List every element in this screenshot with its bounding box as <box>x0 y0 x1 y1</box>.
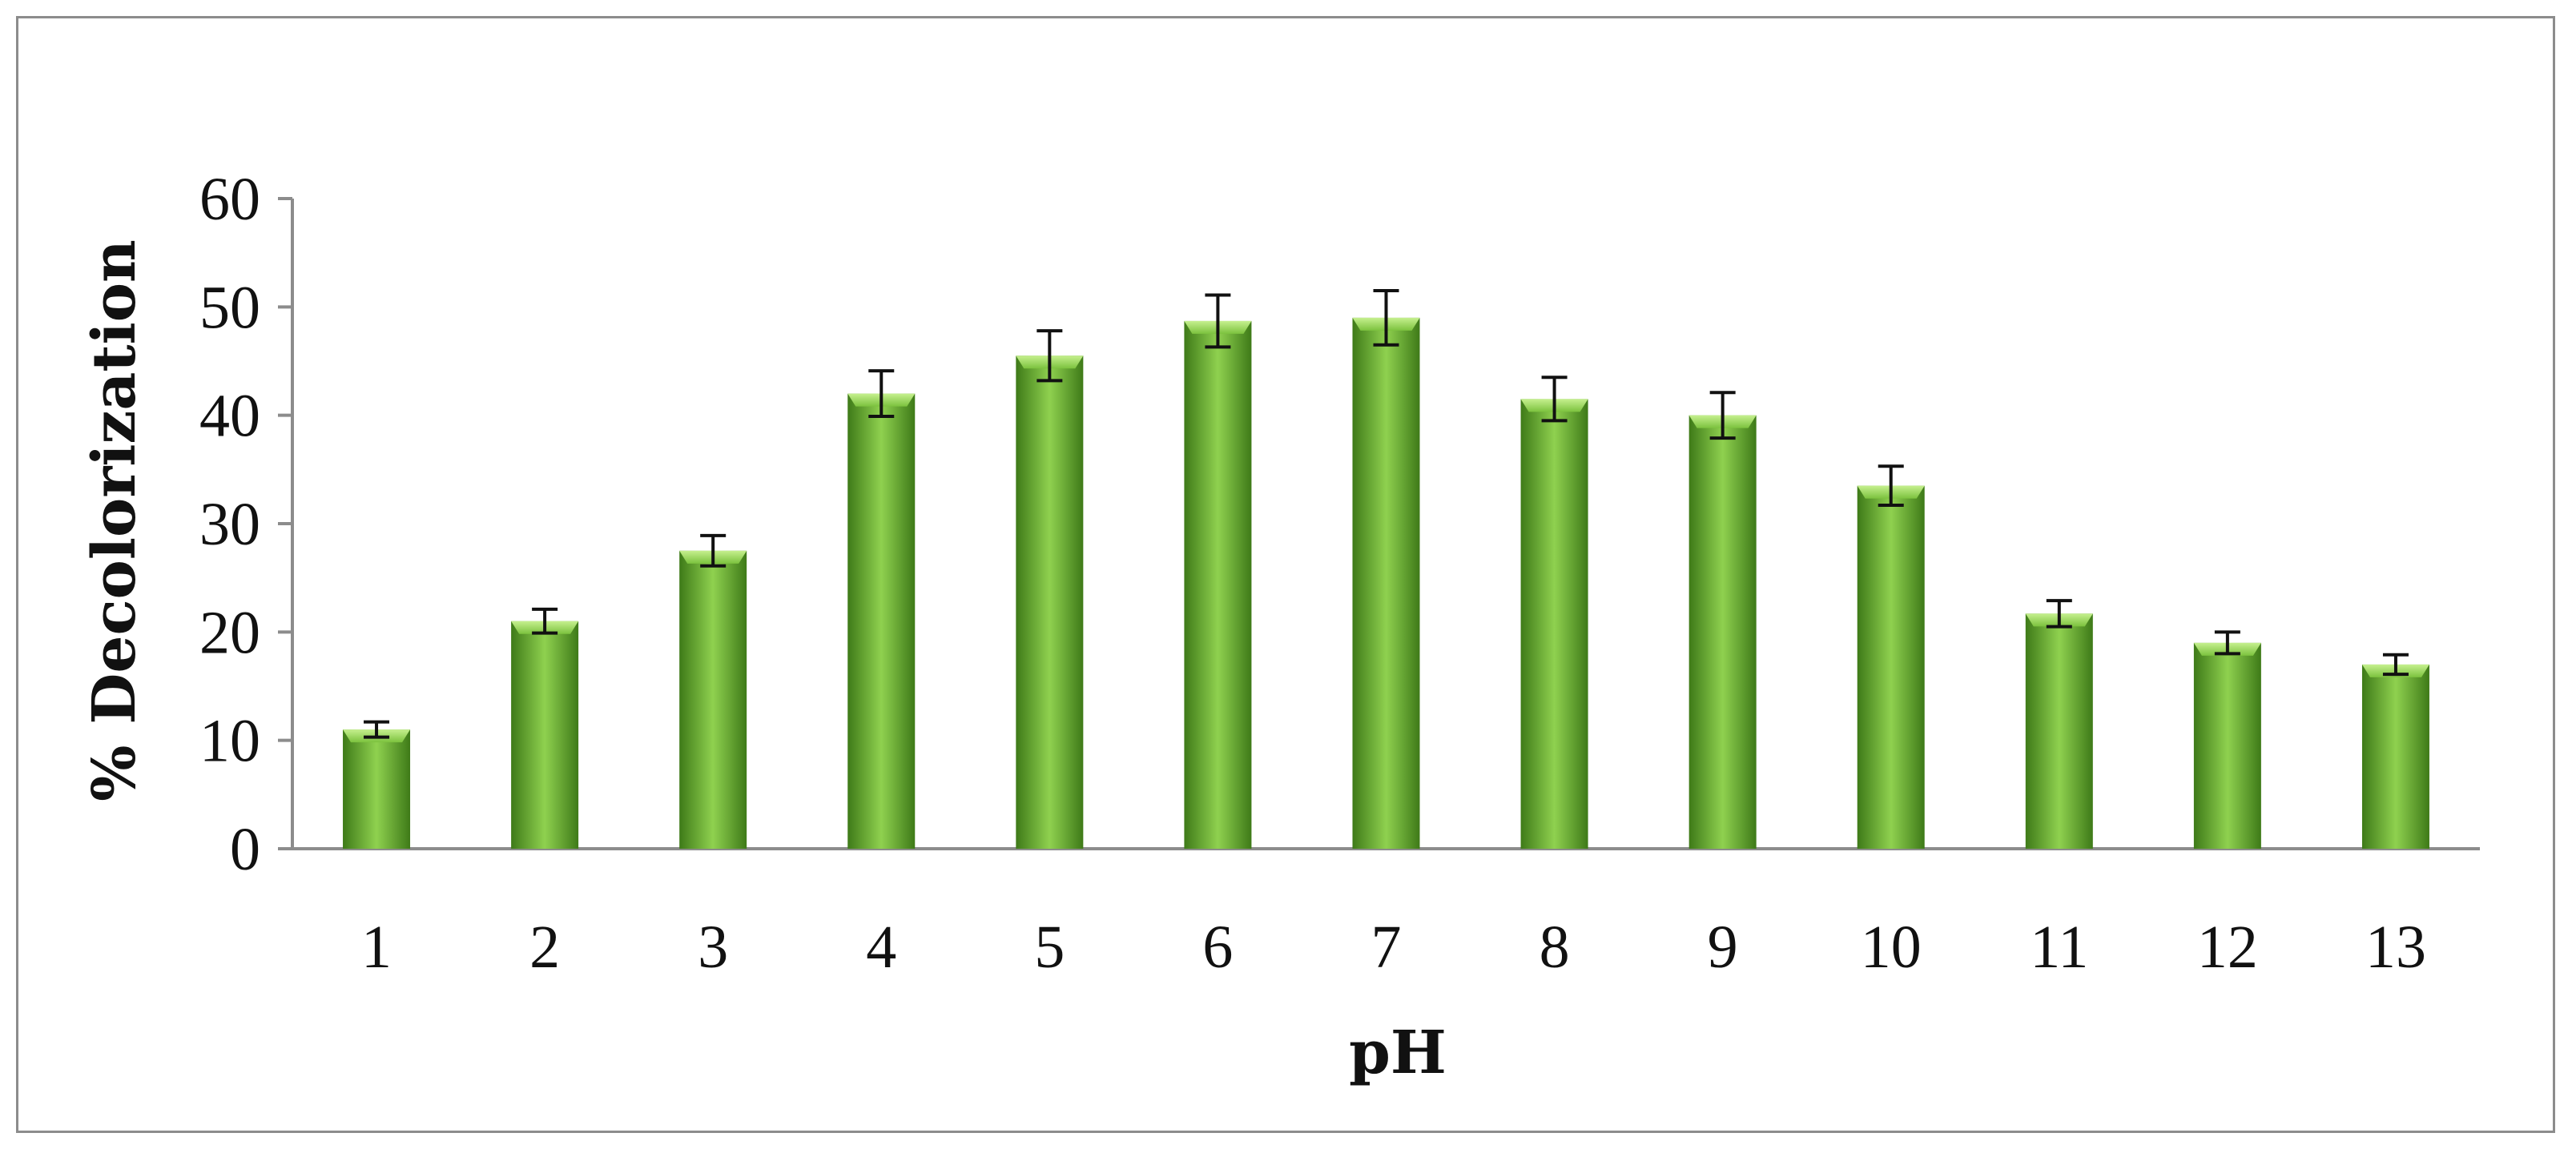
bar <box>511 621 579 849</box>
x-tick-label: 3 <box>698 914 728 981</box>
y-tick-label: 10 <box>199 708 260 775</box>
bar <box>1184 320 1252 850</box>
error-bar <box>2382 653 2409 677</box>
bar <box>2193 642 2261 849</box>
bar <box>1520 399 1588 849</box>
y-axis: 0 10 20 30 40 50 60 <box>199 166 294 883</box>
bars <box>343 317 2429 850</box>
bar <box>343 729 411 849</box>
y-tick-label: 0 <box>230 816 260 883</box>
y-tick-label: 30 <box>199 491 260 558</box>
error-bar <box>532 607 558 635</box>
y-tick-label: 40 <box>199 383 260 450</box>
x-tick-label: 7 <box>1371 914 1402 981</box>
bar <box>2025 613 2093 849</box>
bar <box>1857 485 1925 849</box>
y-tick-label: 60 <box>199 166 260 233</box>
error-bar <box>2214 630 2240 656</box>
bar <box>2361 664 2429 849</box>
error-bars <box>364 289 2409 739</box>
x-tick-label: 10 <box>1861 914 1922 981</box>
x-tick-label: 6 <box>1202 914 1233 981</box>
bar <box>679 550 747 849</box>
error-bar <box>1541 376 1568 423</box>
y-axis-title: % Decolorization <box>80 239 149 801</box>
error-bar <box>364 720 390 739</box>
x-tick-label: 2 <box>529 914 560 981</box>
error-bar <box>700 533 727 568</box>
x-tick-label: 9 <box>1708 914 1738 981</box>
bar <box>1352 317 1420 849</box>
y-tick-label: 20 <box>199 599 260 666</box>
error-bar <box>1709 391 1736 440</box>
chart-frame <box>16 16 2555 1133</box>
x-axis: 1 2 3 4 5 6 7 8 9 10 11 12 13 <box>292 847 2480 981</box>
error-bar <box>868 369 895 419</box>
x-axis-title: pH <box>1349 1018 1447 1087</box>
x-tick-label: 8 <box>1540 914 1570 981</box>
error-bar <box>1205 293 1231 349</box>
error-bar <box>1036 329 1063 383</box>
error-bar <box>1373 289 1399 347</box>
error-bar <box>1878 464 1904 507</box>
bar <box>1016 356 1084 849</box>
error-bar <box>2046 599 2072 629</box>
bar <box>847 393 916 850</box>
y-tick-label: 50 <box>199 274 260 341</box>
x-tick-label: 1 <box>361 914 392 981</box>
x-tick-label: 11 <box>2030 914 2088 981</box>
x-tick-label: 5 <box>1034 914 1065 981</box>
x-tick-label: 13 <box>2365 914 2426 981</box>
x-tick-label: 4 <box>866 914 896 981</box>
x-tick-label: 12 <box>2197 914 2258 981</box>
bar <box>1688 415 1757 849</box>
